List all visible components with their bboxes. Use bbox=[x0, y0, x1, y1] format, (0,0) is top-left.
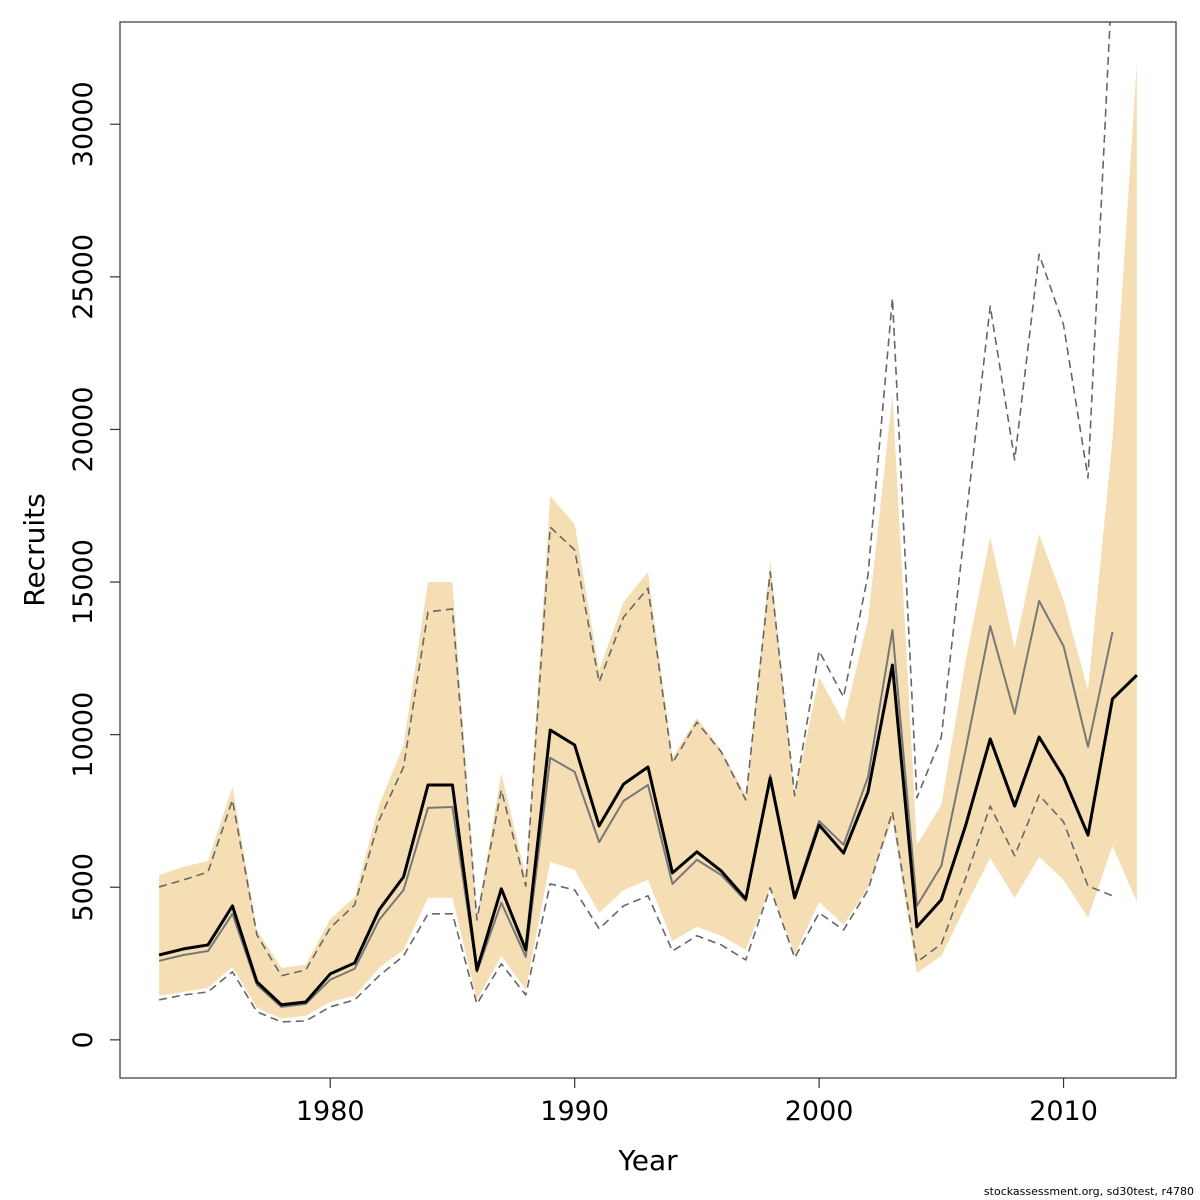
x-tick-label: 2000 bbox=[785, 1096, 854, 1127]
y-tick-label: 0 bbox=[68, 1031, 99, 1048]
line bbox=[158, 599, 1114, 1008]
y-tick-label: 15000 bbox=[68, 539, 99, 625]
line bbox=[158, 663, 1138, 1007]
x-tick-label: 1980 bbox=[296, 1096, 365, 1127]
y-tick-label: 20000 bbox=[68, 386, 99, 472]
confidence-band bbox=[159, 62, 1137, 1019]
plot-area bbox=[158, 22, 1138, 1023]
y-tick-label: 10000 bbox=[68, 692, 99, 778]
x-axis-title: Year bbox=[617, 1144, 678, 1177]
y-tick-label: 30000 bbox=[68, 81, 99, 167]
y-tick-label: 5000 bbox=[68, 853, 99, 922]
y-tick-label: 25000 bbox=[68, 234, 99, 320]
x-tick-label: 1990 bbox=[540, 1096, 609, 1127]
footer: stockassessment.org, sd30test, r4780 bbox=[984, 1185, 1194, 1198]
plot-frame bbox=[119, 21, 1177, 1079]
y-axis-title: Recruits bbox=[18, 493, 51, 606]
dashed-line bbox=[158, 794, 1113, 1023]
x-tick-label: 2010 bbox=[1029, 1096, 1098, 1127]
